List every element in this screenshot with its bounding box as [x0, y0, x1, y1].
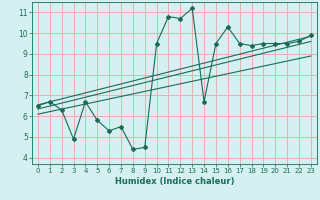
- X-axis label: Humidex (Indice chaleur): Humidex (Indice chaleur): [115, 177, 234, 186]
